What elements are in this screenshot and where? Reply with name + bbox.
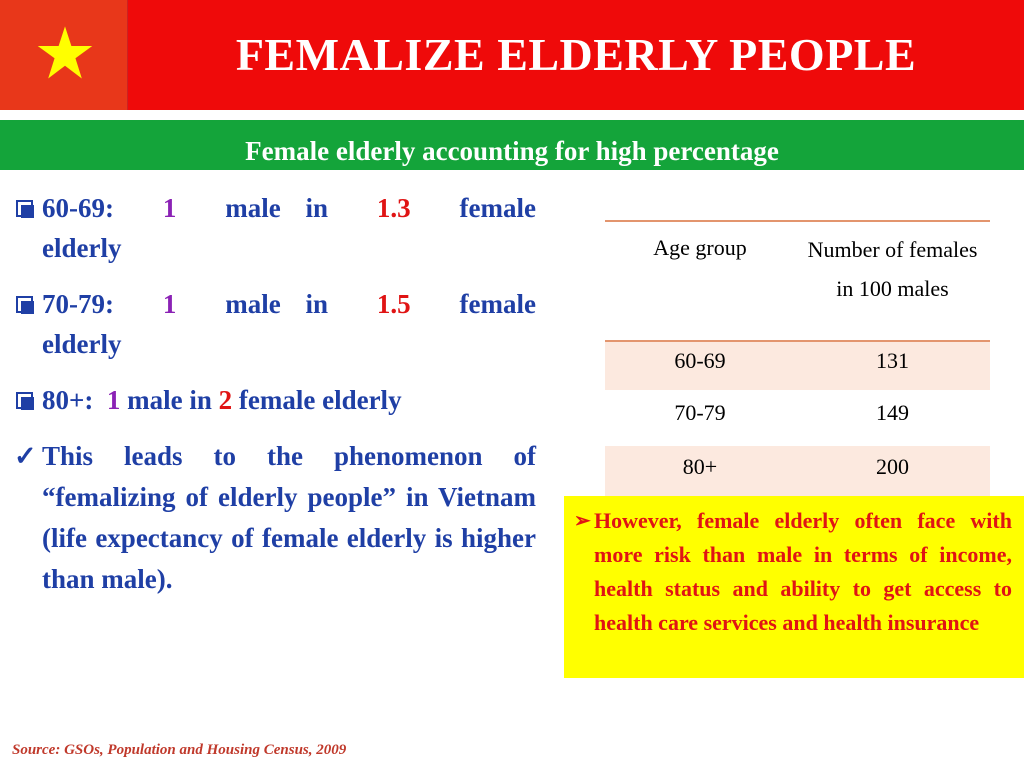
table-header-border	[605, 340, 990, 342]
bullet-70-79: 70-79: 1 male in 1.5 female elderly	[12, 284, 536, 364]
bullet-text: male in	[225, 289, 329, 319]
page-title: FEMALIZE ELDERLY PEOPLE	[235, 29, 917, 80]
subtitle-bar: Female elderly accounting for high perce…	[0, 120, 1024, 170]
bullet-text-line2: elderly	[42, 329, 122, 359]
female-ratio: 1.3	[376, 193, 411, 223]
male-count: 1	[162, 289, 177, 319]
age-range: 70-79:	[42, 289, 114, 319]
check-bullet-icon: ✓	[14, 441, 37, 471]
bullet-list: 60-69: 1 male in 1.3 female elderly 70-7…	[12, 188, 536, 616]
male-count: 1	[162, 193, 177, 223]
age-range: 60-69:	[42, 193, 114, 223]
age-range: 80+:	[42, 385, 94, 415]
age-cell: 70-79	[674, 400, 726, 425]
header-number-females: Number of females in 100 males	[807, 237, 978, 301]
bullet-text-line2: elderly	[42, 233, 122, 263]
header-age-group: Age group	[653, 235, 747, 260]
arrow-bullet-icon: ➢	[574, 510, 591, 532]
count-cell: 149	[876, 400, 909, 425]
age-cell: 60-69	[674, 348, 726, 373]
risk-note: ➢ However, female elderly often face wit…	[564, 496, 1024, 678]
ratio-table: Age group Number of females in 100 males…	[605, 220, 990, 500]
header-bar: FEMALIZE ELDERLY PEOPLE	[0, 0, 1024, 110]
age-cell: 80+	[682, 454, 718, 479]
table-row: 70-79 149	[605, 392, 990, 444]
square-bullet-icon	[14, 188, 36, 228]
count-cell: 131	[876, 348, 909, 373]
bullet-80-plus: 80+: 1 male in 2 female elderly	[12, 380, 536, 420]
bullet-text-end: female elderly	[238, 385, 402, 415]
note-text: However, female elderly often face with …	[594, 508, 1012, 635]
bullet-conclusion: ✓ This leads to the phenomenon of “femal…	[12, 436, 536, 600]
count-cell: 200	[876, 454, 909, 479]
table-row: 60-69 131	[605, 342, 990, 390]
square-bullet-icon	[14, 380, 36, 420]
table-row: 80+ 200	[605, 446, 990, 496]
table-top-border	[605, 220, 990, 222]
female-ratio: 2	[218, 385, 233, 415]
male-count: 1	[106, 385, 121, 415]
table-header-row: Age group Number of females in 100 males	[605, 224, 990, 340]
bullet-text-end: female	[459, 289, 536, 319]
vietnam-flag	[0, 0, 128, 110]
bullet-text: male in	[225, 193, 329, 223]
conclusion-text: This leads to the phenomenon of “femaliz…	[42, 441, 536, 594]
star-icon	[37, 26, 93, 79]
bullet-text-end: female	[459, 193, 536, 223]
female-ratio: 1.5	[376, 289, 411, 319]
bullet-60-69: 60-69: 1 male in 1.3 female elderly	[12, 188, 536, 268]
bullet-text: male in	[127, 385, 212, 415]
square-bullet-icon	[14, 284, 36, 324]
source-citation: Source: GSOs, Population and Housing Cen…	[12, 742, 347, 758]
subtitle: Female elderly accounting for high perce…	[245, 136, 779, 166]
